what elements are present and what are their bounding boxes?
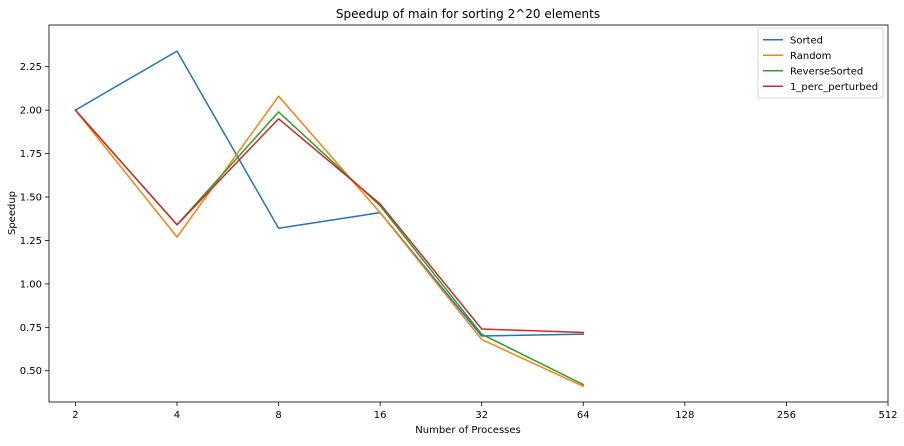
plot-area [74, 50, 585, 388]
x-tick-label: 4 [174, 410, 180, 421]
x-tick-label: 2 [72, 410, 78, 421]
y-tick-label: 2.25 [20, 62, 42, 73]
y-tick-label: 0.75 [20, 323, 42, 334]
series-line-reversesorted [74, 109, 585, 386]
series-line-random [74, 95, 585, 388]
legend-label-1-perc-perturbed: 1_perc_perturbed [790, 82, 878, 93]
y-tick-label: 1.50 [20, 192, 42, 203]
axes: 2 4 8 16 32 64 128 256 512 0.50 0.75 1.00 1.25 1.50 1.… [20, 24, 898, 421]
y-tick-label: 1.75 [20, 149, 42, 160]
y-tick-label: 1.00 [20, 279, 42, 290]
series-line-1-perc-perturbed [74, 109, 585, 334]
y-tick-label: 0.50 [20, 366, 42, 377]
x-tick-label: 64 [577, 410, 590, 421]
chart-title: Speedup of main for sorting 2^20 element… [336, 7, 600, 21]
y-axis-title: Speedup [7, 191, 18, 235]
x-tick-label: 256 [777, 410, 796, 421]
legend-box [757, 27, 884, 99]
x-tick-label: 8 [275, 410, 281, 421]
series-line-sorted [74, 50, 585, 337]
legend: Sorted Random ReverseSorted 1_perc_perturbe… [757, 27, 884, 99]
y-tick-label: 1.25 [20, 236, 42, 247]
legend-label-reversesorted: ReverseSorted [790, 66, 863, 77]
x-tick-label: 16 [374, 410, 387, 421]
x-tick-label: 512 [878, 410, 897, 421]
x-tick-label: 128 [675, 410, 694, 421]
y-tick-label: 2.00 [20, 106, 42, 117]
legend-label-sorted: Sorted [790, 35, 823, 46]
x-tick-label: 32 [475, 410, 488, 421]
x-axis-title: Number of Processes [415, 425, 520, 436]
legend-label-random: Random [790, 51, 831, 62]
plot-frame [48, 24, 889, 403]
